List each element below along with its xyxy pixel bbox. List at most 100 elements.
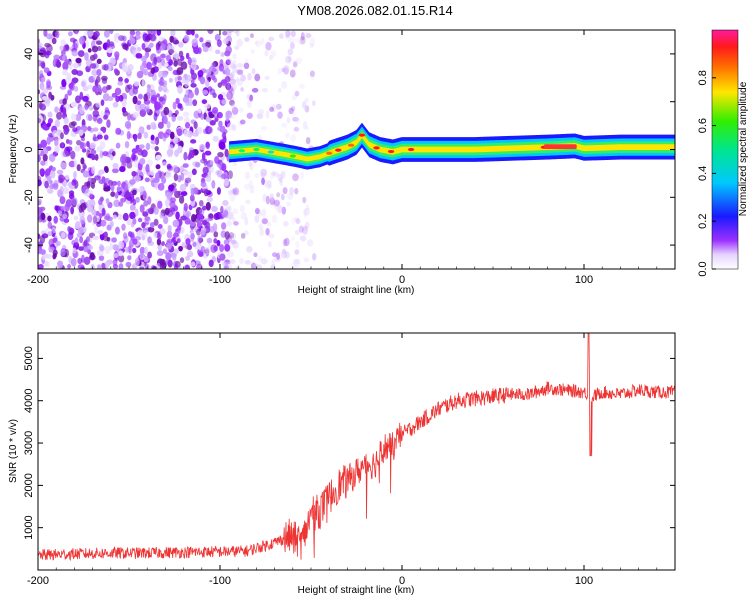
snr-xtick-label: -100: [209, 575, 231, 587]
spectrogram-noise-blob: [258, 223, 264, 230]
spectrogram-noise-blob: [38, 70, 44, 77]
spectrogram-noise-blob: [77, 226, 84, 235]
spectrogram-noise-blob: [80, 219, 85, 225]
spectrogram-noise-blob: [218, 141, 226, 150]
spectrogram-noise-blob: [121, 157, 127, 167]
spectrogram-noise-blob: [150, 122, 157, 130]
spectrogram-noise-blob: [205, 201, 211, 211]
spectrogram-noise-blob: [175, 97, 180, 105]
spectrogram-noise-blob: [79, 36, 85, 45]
spectrogram-noise-blob: [232, 189, 239, 195]
spectrogram-noise-blob: [194, 33, 199, 39]
spectrogram-noise-blob: [147, 226, 155, 233]
spectrogram-noise-blob: [177, 75, 182, 81]
spectrogram-noise-blob: [290, 69, 296, 75]
spectrogram-noise-blob: [176, 238, 181, 244]
spectrogram-noise-blob: [208, 113, 215, 119]
spectrogram-noise-blob: [206, 163, 212, 170]
spectrogram-noise-blob: [184, 79, 189, 88]
spectrogram-noise-blob: [312, 100, 316, 107]
spectrogram-noise-blob: [124, 120, 132, 129]
spectrogram-hotspot: [289, 154, 296, 158]
spectrogram-noise-blob: [227, 31, 232, 38]
spectrogram-noise-blob: [231, 103, 236, 111]
spectrogram-noise-blob: [302, 225, 309, 235]
spectrogram-noise-blob: [184, 217, 191, 225]
spectrogram-noise-blob: [139, 158, 146, 165]
spectrogram-noise-blob: [167, 151, 173, 158]
spectrogram-noise-blob: [54, 145, 60, 154]
spectrogram-noise-blob: [192, 187, 199, 195]
spectrogram-noise-blob: [86, 199, 92, 208]
spectrogram-noise-blob: [220, 173, 227, 180]
spectrogram-noise-blob: [303, 207, 311, 216]
spectrogram-noise-blob: [39, 168, 44, 176]
spectrogram-noise-blob: [46, 175, 52, 182]
spectrogram-hotspot: [508, 146, 515, 150]
spectrogram-noise-blob: [83, 256, 91, 266]
spectrogram-noise-blob: [129, 211, 136, 220]
spectrogram-noise-blob: [300, 171, 304, 180]
spectrogram-noise-blob: [294, 90, 300, 97]
spectrogram-noise-blob: [209, 159, 214, 166]
spectrogram-noise-blob: [122, 43, 129, 50]
spectrogram-noise-blob: [240, 119, 246, 125]
spectrogram-noise-blob: [57, 189, 63, 198]
spectrogram-noise-blob: [225, 45, 232, 55]
spectrogram-noise-blob: [131, 152, 136, 161]
spectrogram-noise-blob: [207, 86, 213, 92]
spectrogram-noise-blob: [109, 242, 114, 251]
spectrogram-noise-blob: [230, 239, 237, 245]
spectrogram-noise-blob: [115, 127, 122, 135]
spectrogram-noise-blob: [75, 113, 82, 122]
spectrogram-noise-blob: [229, 63, 236, 69]
spectrogram-noise-blob: [236, 69, 244, 76]
spectrogram-noise-blob: [110, 184, 115, 192]
spectrogram-noise-blob: [95, 40, 103, 46]
spectrogram-noise-blob: [224, 206, 232, 211]
spectrogram-noise-blob: [206, 197, 213, 203]
spectrogram-noise-blob: [90, 149, 97, 155]
spectrogram-noise-blob: [204, 150, 212, 156]
spectrogram-noise-blob: [54, 106, 59, 113]
spectrogram-noise-blob: [292, 61, 298, 68]
spectrogram-noise-blob: [249, 94, 254, 102]
spectrogram-noise-blob: [63, 218, 70, 223]
spectrogram-noise-blob: [217, 94, 224, 101]
spectrogram-noise-blob: [65, 174, 70, 180]
spectrogram-noise-blob: [265, 184, 272, 190]
spectrogram-noise-blob: [104, 167, 109, 173]
spectrogram-noise-blob: [171, 182, 177, 188]
spectrogram-noise-blob: [223, 178, 230, 187]
spectrogram-noise-blob: [125, 246, 130, 253]
spectrogram-noise-blob: [49, 184, 56, 190]
spectrogram-noise-blob: [143, 200, 149, 207]
spectrogram-noise-blob: [246, 112, 253, 119]
spectrogram-noise-blob: [246, 246, 253, 253]
spectrogram-noise-blob: [220, 80, 228, 85]
spectrogram-noise-blob: [57, 210, 63, 217]
spectrogram-noise-blob: [94, 175, 101, 181]
spectrogram-noise-blob: [170, 207, 176, 215]
spectrogram-noise-blob: [254, 207, 260, 215]
spectrogram-noise-blob: [158, 96, 164, 103]
spectrogram-noise-blob: [55, 30, 60, 39]
spectrogram-noise-blob: [80, 79, 88, 88]
spectrogram-noise-blob: [260, 125, 268, 131]
spectrogram-noise-blob: [216, 187, 221, 195]
spectrogram-noise-blob: [170, 197, 176, 203]
spectrogram-noise-blob: [297, 37, 303, 45]
chart-title: YM08.2026.082.01.15.R14: [297, 3, 452, 18]
spectrogram-noise-blob: [112, 101, 119, 108]
snr-ytick-label: 1000: [23, 515, 35, 539]
spectrogram-noise-blob: [168, 49, 175, 54]
spectrogram-noise-blob: [216, 39, 222, 48]
spectrogram-noise-blob: [63, 126, 69, 135]
spectrogram-noise-blob: [166, 163, 172, 170]
spectrogram-noise-blob: [131, 170, 137, 177]
spectrogram-noise-blob: [86, 140, 90, 148]
spectrogram-noise-blob: [102, 151, 109, 157]
spectrogram-noise-blob: [115, 142, 121, 149]
spectrogram-noise-blob: [150, 96, 157, 104]
spectrogram-noise-blob: [114, 51, 120, 59]
